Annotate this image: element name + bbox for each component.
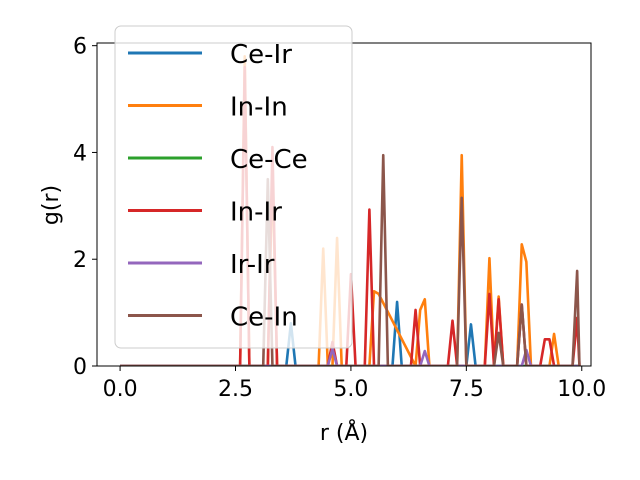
x-tick-label: 2.5 [218, 377, 253, 402]
legend-label: In-In [230, 93, 288, 123]
y-tick-label: 2 [73, 248, 87, 273]
x-tick-label: 0.0 [103, 377, 138, 402]
legend-label: Ce-In [230, 303, 298, 333]
x-tick-label: 5.0 [333, 377, 368, 402]
x-tick-label: 7.5 [449, 377, 484, 402]
series-line-ir-ir [120, 347, 580, 366]
axes: 0.0 2.5 5.0 7.5 10.0 0 2 4 6 [73, 35, 606, 402]
y-tick-label: 0 [73, 355, 87, 380]
y-axis-title: g(r) [39, 185, 64, 225]
legend-box [114, 25, 353, 349]
x-tick-label: 10.0 [557, 377, 606, 402]
legend-label: Ce-Ir [230, 40, 292, 70]
legend-label: Ir-Ir [230, 250, 275, 280]
legend-label: Ce-Ce [230, 145, 308, 175]
legend: Ce-Ir In-In Ce-Ce In-Ir Ir-Ir Ce-In [114, 25, 353, 349]
x-axis-title: r (Å) [320, 419, 368, 446]
y-tick-label: 4 [73, 141, 87, 166]
legend-label: In-Ir [230, 198, 282, 228]
y-tick-label: 6 [73, 35, 87, 60]
